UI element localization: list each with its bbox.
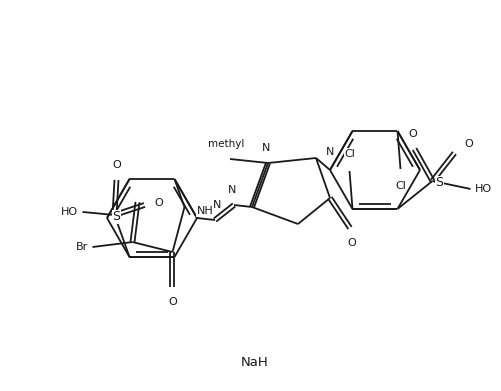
- Text: O: O: [464, 139, 473, 149]
- Text: NaH: NaH: [241, 355, 269, 368]
- Text: NH: NH: [196, 206, 213, 216]
- Text: Cl: Cl: [344, 149, 355, 159]
- Text: O: O: [168, 297, 177, 307]
- Text: O: O: [348, 238, 356, 248]
- Text: HO: HO: [62, 207, 79, 217]
- Text: methyl: methyl: [208, 139, 244, 149]
- Text: O: O: [408, 129, 417, 139]
- Text: N: N: [213, 200, 221, 210]
- Text: HO: HO: [474, 184, 491, 194]
- Text: N: N: [262, 143, 270, 153]
- Text: Cl: Cl: [395, 181, 406, 191]
- Text: N: N: [228, 185, 236, 195]
- Text: N: N: [326, 147, 334, 157]
- Text: S: S: [435, 176, 443, 190]
- Text: S: S: [113, 210, 121, 224]
- Text: O: O: [112, 160, 121, 170]
- Text: O: O: [154, 198, 163, 208]
- Text: Br: Br: [76, 242, 89, 252]
